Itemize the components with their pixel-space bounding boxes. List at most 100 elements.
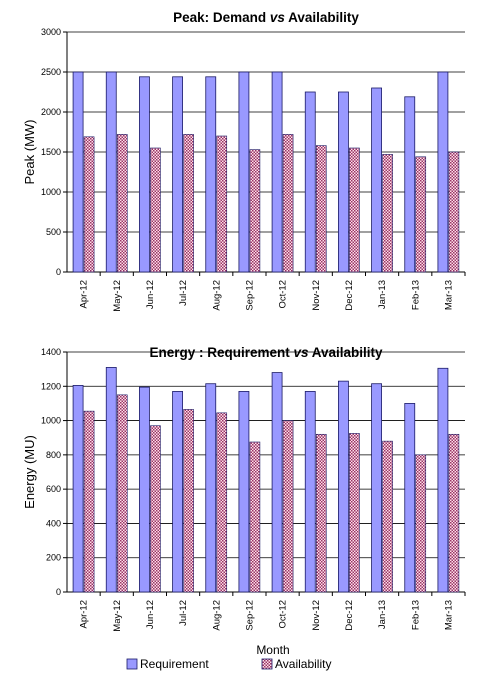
bar-availability-jan-13 [382,154,393,273]
bar-availability-aug-12 [216,412,228,593]
title-vs: vs [270,10,286,25]
bar-requirement-may-12 [105,367,117,593]
bar-requirement-jan-13 [371,383,382,593]
x-tick-label: Apr-12 [79,600,90,629]
legend-label-requirement: Requirement [140,657,209,671]
x-tick-label: Dec-12 [344,600,355,631]
x-tick-label: May-12 [112,600,123,632]
x-tick-label: Mar-13 [443,280,454,310]
bar-availability-aug-12 [216,135,228,273]
x-tick-label: Feb-13 [410,280,421,310]
y-tick-label: 400 [46,518,61,528]
x-tick-label: Oct-12 [278,280,289,309]
bar-requirement-nov-12 [304,91,316,273]
y-tick-label: 1500 [41,147,61,157]
bar-requirement-sep-12 [238,391,250,593]
y-axis-label: Peak (MW) [22,120,37,185]
bar-requirement-jun-12 [139,76,150,273]
title-part: Availability [285,10,360,25]
chart-title: Energy : Requirement vs Availability [149,345,383,360]
bar-requirement-feb-13 [404,403,416,593]
x-tick-label: Jun-12 [145,600,156,629]
title-part: Energy : Requirement [149,345,293,360]
bar-availability-may-12 [116,394,128,593]
bar-availability-feb-13 [415,156,427,273]
x-tick-label: Apr-12 [79,280,90,309]
y-axis-label: Energy (MU) [22,435,37,509]
y-tick-label: 1200 [41,381,61,391]
y-tick-label: 0 [56,267,61,277]
bar-availability-jun-12 [150,425,161,593]
bar-availability-mar-13 [448,433,460,593]
x-tick-label: Aug-12 [211,600,222,631]
bar-availability-dec-12 [349,147,360,273]
bar-availability-feb-13 [415,454,427,593]
title-vs: vs [293,345,309,360]
x-tick-label: Oct-12 [278,600,289,629]
y-tick-label: 600 [46,484,61,494]
bar-requirement-feb-13 [404,96,416,273]
y-tick-label: 500 [46,227,61,237]
y-tick-label: 200 [46,553,61,563]
bar-availability-sep-12 [249,149,261,273]
x-tick-label: Mar-13 [443,600,454,630]
bar-availability-dec-12 [349,433,360,593]
bar-availability-mar-13 [448,151,460,273]
bar-availability-oct-12 [282,420,294,593]
x-tick-label: Jan-13 [377,600,388,629]
bar-requirement-jul-12 [172,76,183,273]
y-tick-label: 2000 [41,107,61,117]
bar-requirement-sep-12 [238,71,250,273]
y-tick-label: 1000 [41,416,61,426]
x-tick-label: Nov-12 [311,600,322,631]
y-tick-label: 3000 [41,27,61,37]
bar-requirement-apr-12 [72,71,84,273]
bar-requirement-nov-12 [304,391,316,593]
x-tick-label: Feb-13 [410,600,421,630]
x-tick-label: Jan-13 [377,280,388,309]
energy-chart: 0 200 400 600 800 1000 1200 1400 Apr-12 May-12 Jun… [22,345,466,657]
y-tick-label: 2500 [41,67,61,77]
legend-swatch-availability [261,658,273,670]
bar-availability-jan-13 [382,440,393,593]
bar-availability-jul-12 [183,134,194,273]
bar-availability-oct-12 [282,134,294,273]
bar-requirement-jun-12 [139,386,150,593]
bar-requirement-jan-13 [371,87,382,273]
bar-requirement-dec-12 [338,380,349,593]
bar-requirement-may-12 [105,71,117,273]
bar-requirement-dec-12 [338,91,349,273]
bar-availability-nov-12 [315,433,327,593]
bar-availability-may-12 [116,134,128,273]
x-tick-label: Aug-12 [211,280,222,311]
bar-requirement-jul-12 [172,391,183,593]
bar-requirement-oct-12 [271,372,283,593]
legend: Requirement Availability [126,657,331,671]
x-tick-label: Sep-12 [244,600,255,631]
y-tick-label: 1400 [41,347,61,357]
x-tick-label: Nov-12 [311,280,322,311]
chart-title: Peak: Demand vs Availability [173,10,359,25]
bar-availability-jul-12 [183,409,194,593]
bar-requirement-mar-13 [437,71,449,273]
x-tick-label: Jun-12 [145,280,156,309]
bar-availability-nov-12 [315,145,327,273]
bar-requirement-aug-12 [205,383,217,593]
title-part: Availability [309,345,384,360]
bar-requirement-aug-12 [205,76,217,273]
y-tick-label: 0 [56,587,61,597]
title-part: Peak: Demand [173,10,270,25]
legend-swatch-requirement [126,658,138,670]
x-axis-label: Month [256,643,289,657]
y-tick-label: 800 [46,450,61,460]
bar-requirement-apr-12 [72,385,84,593]
peak-chart: 0 500 1000 1500 2000 2500 3000 Apr-12 May-12 Jun-… [22,10,466,312]
legend-label-availability: Availability [275,657,331,671]
x-tick-label: Sep-12 [244,280,255,311]
bar-availability-apr-12 [83,136,95,273]
bar-availability-apr-12 [83,410,95,593]
bar-availability-sep-12 [249,441,261,593]
x-tick-label: Jul-12 [178,280,189,306]
y-tick-label: 1000 [41,187,61,197]
